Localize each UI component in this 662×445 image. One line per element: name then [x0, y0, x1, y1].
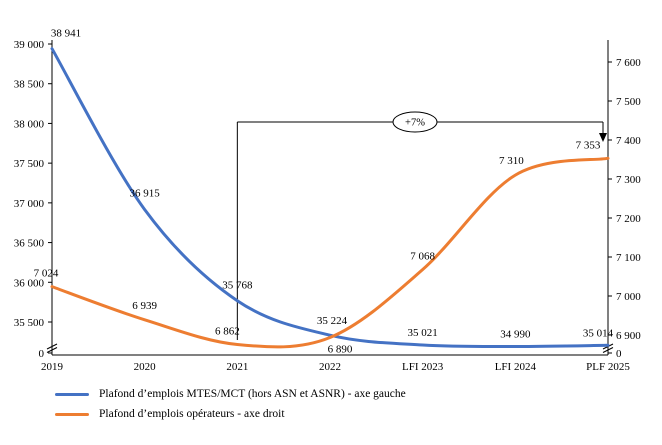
data-point-label: 38 941 [51, 28, 81, 40]
x-axis-label: 2019 [41, 361, 64, 373]
right-axis-tick-label: 7 500 [616, 96, 641, 108]
annotation-arrowhead [599, 133, 607, 142]
series-line-mtes [50, 47, 610, 348]
left-axis-tick-label: 38 000 [14, 118, 45, 130]
legend-swatch-mtes [55, 392, 89, 396]
x-axis-label: LFI 2023 [402, 361, 444, 373]
right-axis-tick-label: 7 400 [616, 135, 641, 147]
legend-item-operateurs: Plafond d’emplois opérateurs - axe droit [55, 408, 406, 420]
data-point-label: 6 862 [215, 326, 240, 338]
x-axis-label: 2022 [319, 361, 341, 373]
data-point-label: 34 990 [500, 328, 531, 340]
data-point-label: 35 014 [583, 327, 614, 339]
x-axis-label: LFI 2024 [495, 361, 537, 373]
legend-swatch-operateurs [55, 412, 89, 416]
annotation-bubble [392, 111, 438, 133]
left-axis-tick-label: 36 500 [14, 238, 45, 250]
right-axis-tick-label: 7 000 [616, 291, 641, 303]
axis-break-mark [46, 347, 58, 353]
axis-break-mark [602, 347, 614, 353]
left-axis-tick-label: 37 500 [14, 158, 45, 170]
data-point-label: 35 768 [222, 280, 253, 292]
x-axis-label: 2020 [134, 361, 157, 373]
left-axis-tick-label: 36 000 [14, 277, 45, 289]
x-axis-label: 2021 [226, 361, 248, 373]
annotation-label: +7% [405, 118, 425, 129]
right-axis-tick-label: 6 900 [616, 330, 641, 342]
right-axis-tick-label: 7 200 [616, 213, 641, 225]
data-point-label: 7 310 [499, 155, 524, 167]
data-point-label: 7 068 [410, 250, 435, 262]
data-point-label: 35 224 [317, 315, 348, 327]
data-point-label: 6 939 [132, 300, 157, 312]
right-axis-tick-label: 7 100 [616, 252, 641, 264]
data-point-label: 7 353 [576, 139, 601, 151]
legend-label-mtes: Plafond d’emplois MTES/MCT (hors ASN et … [99, 388, 406, 400]
left-axis-tick-label: 37 000 [14, 198, 45, 210]
plot-area: 39 000 38 500 38 000 37 500 37 000 36 500 36 0… [14, 28, 642, 373]
right-axis-tick-label: 7 300 [616, 174, 641, 186]
data-point-label: 6 890 [328, 344, 353, 356]
legend-item-mtes: Plafond d’emplois MTES/MCT (hors ASN et … [55, 388, 406, 400]
x-axis-label: PLF 2025 [586, 361, 630, 373]
left-axis-tick-label: 38 500 [14, 79, 45, 91]
left-axis-tick-label: 35 500 [14, 317, 45, 329]
series-line-operateurs [50, 156, 610, 349]
left-axis-tick-label: 39 000 [14, 39, 45, 51]
data-point-label: 35 021 [408, 327, 438, 339]
legend-label-operateurs: Plafond d’emplois opérateurs - axe droit [99, 408, 285, 420]
axis-break-mark [46, 343, 58, 350]
data-point-label: 7 024 [34, 268, 59, 280]
left-axis-tick-label: 0 [39, 348, 45, 360]
right-axis-tick-label: 7 600 [616, 57, 641, 69]
data-point-label: 36 915 [130, 188, 161, 200]
legend: Plafond d’emplois MTES/MCT (hors ASN et … [55, 388, 406, 420]
right-axis-tick-label: 0 [616, 348, 622, 360]
